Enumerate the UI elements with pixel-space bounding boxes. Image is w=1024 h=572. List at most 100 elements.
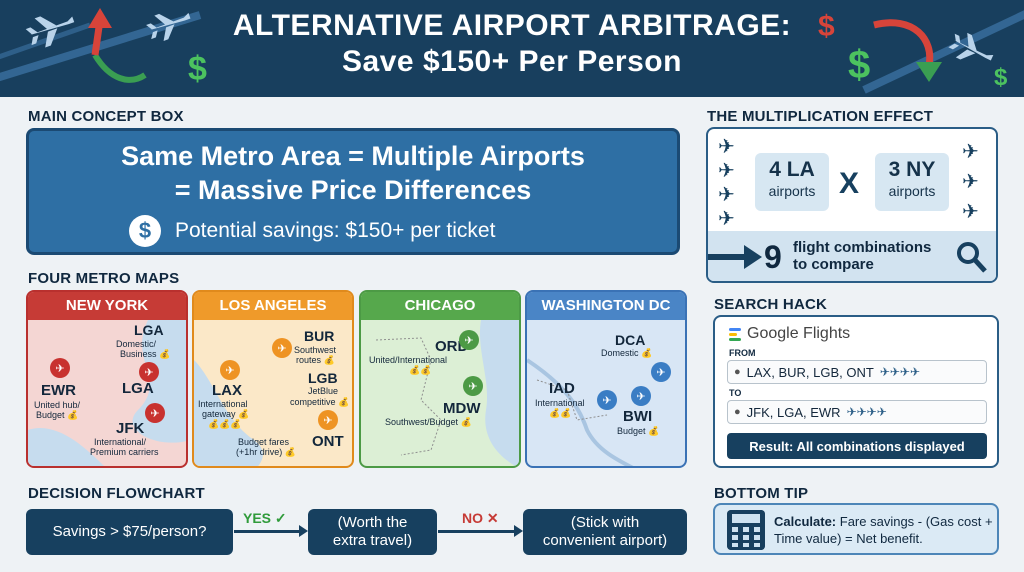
airplane-icon	[948, 32, 994, 61]
airport-desc: (+1hr drive) 💰	[236, 447, 296, 457]
flow-no-line-2: convenient airport)	[542, 532, 668, 549]
airport-desc: Southwest	[294, 345, 337, 355]
airplane-icon: ✈	[631, 386, 651, 406]
chicago-map: CHICAGO ORD ✈ United/International 💰💰 ✈ …	[359, 290, 521, 468]
coastline-shape	[194, 360, 263, 466]
airport-code-dca: DCA	[615, 332, 646, 348]
flow-question: Savings > $75/person?	[52, 523, 207, 540]
yes-arrow	[234, 525, 308, 537]
svg-text:$: $	[994, 64, 1008, 91]
airplane-icon: ✈	[220, 360, 240, 380]
multiplication-box: ✈ ✈ ✈ ✈ ✈ ✈ ✈ 4 LA airports X 3 NY airports 9…	[706, 127, 998, 283]
page-title: ALTERNATIVE AIRPORT ARBITRAGE: Save $150…	[0, 8, 1024, 80]
map-title: NEW YORK	[28, 292, 186, 320]
airport-desc: Budget 💰	[36, 410, 79, 420]
airplane-cluster-right-icon: ✈ ✈ ✈	[962, 141, 979, 223]
la-airports-text: airports	[768, 183, 816, 199]
combination-count: 9	[764, 239, 782, 275]
savings-row: $ Potential savings: $150+ per ticket	[129, 215, 495, 247]
lake-shape	[375, 320, 519, 466]
calculator-icon	[727, 510, 765, 550]
airport-desc: International/	[94, 437, 147, 447]
multiplication-section-label: THE MULTIPLICATION EFFECT	[707, 108, 934, 125]
right-arrow-icon	[708, 245, 762, 269]
airport-desc: Domestic/	[116, 339, 157, 349]
airplane-icon	[146, 12, 191, 42]
search-hack-box: Google Flights FROM ● LAX, BUR, LGB, ONT…	[713, 315, 999, 468]
concept-section-label: MAIN CONCEPT BOX	[28, 108, 184, 125]
svg-text:$: $	[848, 43, 870, 87]
new-york-map: NEW YORK LGA Domestic/ Business 💰 ✈ ✈ EW…	[26, 290, 188, 468]
no-arrow	[438, 525, 523, 537]
airport-desc: 💰💰	[409, 365, 432, 375]
airplane-icon: ✈	[272, 338, 292, 358]
flow-yes-box: (Worth the extra travel)	[308, 509, 437, 555]
map-body: ORD ✈ United/International 💰💰 ✈ MDW Sout…	[361, 320, 519, 466]
google-flights-logo-icon	[729, 327, 741, 341]
airplane-cluster-left-icon: ✈ ✈ ✈ ✈	[718, 136, 735, 230]
flow-question-box: Savings > $75/person?	[26, 509, 233, 555]
result-button[interactable]: Result: All combinations displayed	[727, 433, 987, 459]
header-banner: $ $ $ $ ALTERNATIVE AIRPORT ARBITRAGE: S…	[0, 0, 1024, 97]
concept-line-2: = Massive Price Differences	[174, 175, 532, 205]
no-label: NO ✕	[462, 510, 499, 526]
map-title: LOS ANGELES	[194, 292, 352, 320]
flowchart-section-label: DECISION FLOWCHART	[28, 485, 205, 502]
ny-count: 3 NY	[888, 158, 936, 181]
main-concept-box: Same Metro Area = Multiple Airports = Ma…	[26, 128, 680, 255]
bottom-tip-box: Calculate: Fare savings - (Gas cost + Ti…	[713, 503, 999, 555]
ny-airports-text: airports	[888, 183, 936, 199]
concept-line-1: Same Metro Area = Multiple Airports	[121, 141, 585, 171]
location-pin-icon: ●	[734, 406, 741, 418]
la-airports-box: 4 LA airports	[755, 153, 829, 211]
airplanes-icon: ✈✈✈✈	[846, 405, 887, 419]
yes-label: YES ✓	[243, 510, 287, 526]
multiply-sign: X	[839, 167, 860, 200]
airport-desc: Business 💰	[120, 349, 171, 359]
washington-dc-map: WASHINGTON DC DCA Domestic 💰 ✈ IAD Inter…	[525, 290, 687, 468]
brand-name: Google Flights	[747, 325, 851, 342]
airplane-icon: ✈	[597, 390, 617, 410]
flow-no-box: (Stick with convenient airport)	[523, 509, 687, 555]
svg-text:$: $	[818, 10, 835, 43]
combination-line-2: to compare	[793, 256, 874, 273]
to-label: TO	[729, 388, 742, 398]
airplanes-icon: ✈✈✈✈	[879, 365, 921, 379]
map-body: LGA Domestic/ Business 💰 ✈ ✈ EWR LGA Uni…	[28, 320, 186, 466]
airport-desc: Southwest/Budget 💰	[385, 417, 472, 427]
airplane-icon: ✈	[145, 403, 165, 423]
airport-code-jfk: JFK	[116, 420, 145, 437]
from-label: FROM	[729, 348, 756, 358]
airplane-icon: ✈	[651, 362, 671, 382]
down-arrow-icon	[873, 19, 934, 66]
airplane-icon: ✈	[318, 410, 338, 430]
search-section-label: SEARCH HACK	[714, 296, 828, 313]
airport-desc: Budget fares	[238, 437, 290, 447]
airport-desc: competitive 💰	[290, 397, 350, 407]
title-line-1: ALTERNATIVE AIRPORT ARBITRAGE:	[232, 9, 792, 42]
svg-text:$: $	[188, 50, 207, 88]
airport-desc: Budget 💰	[617, 426, 660, 436]
to-value: JFK, LGA, EWR	[746, 404, 841, 420]
airport-desc: Domestic 💰	[601, 348, 653, 358]
header-right-decoration: $ $ $	[818, 10, 1024, 94]
savings-text: Potential savings: $150+ per ticket	[175, 219, 496, 242]
title-line-2: Save $150+ Per Person	[342, 45, 682, 78]
to-field[interactable]: ● JFK, LGA, EWR ✈✈✈✈	[727, 400, 987, 424]
flow-no-line-1: (Stick with	[570, 514, 640, 531]
location-pin-icon: ●	[734, 366, 741, 378]
tip-body: Fare savings - (Gas cost + Time value) =…	[774, 514, 993, 546]
flow-yes-line-1: (Worth the	[337, 514, 408, 531]
la-count: 4 LA	[769, 158, 815, 181]
airport-code-mdw: MDW	[443, 400, 481, 417]
map-title: WASHINGTON DC	[527, 292, 685, 320]
airplane-icon: ✈	[50, 358, 70, 378]
airport-desc: routes 💰	[296, 355, 335, 365]
airport-code-lgb: LGB	[308, 370, 338, 386]
header-left-decoration: $	[0, 8, 207, 88]
map-body: DCA Domestic 💰 ✈ IAD International 💰💰 ✈ …	[527, 320, 685, 466]
map-body: ✈ BUR Southwest routes 💰 ✈ LAX LGB JetBl…	[194, 320, 352, 466]
airport-code-lga: LGA	[134, 322, 164, 338]
airplane-icon: ✈	[463, 376, 483, 396]
from-field[interactable]: ● LAX, BUR, LGB, ONT ✈✈✈✈	[727, 360, 987, 384]
